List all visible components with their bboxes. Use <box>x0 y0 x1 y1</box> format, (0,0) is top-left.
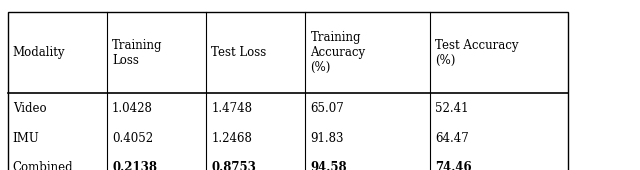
Text: Modality: Modality <box>13 46 65 59</box>
Text: 1.4748: 1.4748 <box>211 102 252 115</box>
Text: 1.2468: 1.2468 <box>211 132 252 145</box>
Text: Test Accuracy
(%): Test Accuracy (%) <box>435 39 518 67</box>
Text: 0.2138: 0.2138 <box>112 161 157 170</box>
Text: IMU: IMU <box>13 132 40 145</box>
Text: Video: Video <box>13 102 47 115</box>
Text: Training
Loss: Training Loss <box>112 39 163 67</box>
Text: 91.83: 91.83 <box>310 132 344 145</box>
Text: Training
Accuracy
(%): Training Accuracy (%) <box>310 31 365 74</box>
Text: 0.4052: 0.4052 <box>112 132 153 145</box>
Text: 64.47: 64.47 <box>435 132 469 145</box>
Text: 0.8753: 0.8753 <box>211 161 256 170</box>
Text: 1.0428: 1.0428 <box>112 102 153 115</box>
Bar <box>8 12 568 170</box>
Text: 52.41: 52.41 <box>435 102 468 115</box>
Text: 65.07: 65.07 <box>310 102 344 115</box>
Text: Test Loss: Test Loss <box>211 46 266 59</box>
Text: 94.58: 94.58 <box>310 161 347 170</box>
Text: 74.46: 74.46 <box>435 161 472 170</box>
Text: Combined: Combined <box>13 161 74 170</box>
